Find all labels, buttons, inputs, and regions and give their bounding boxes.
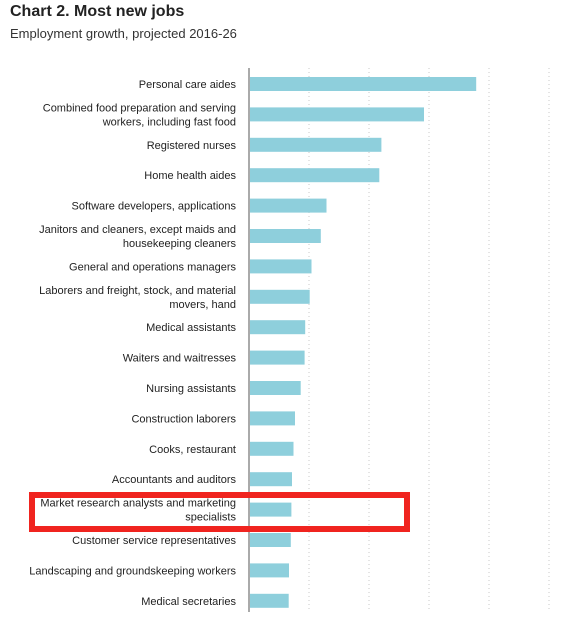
bar bbox=[250, 593, 289, 608]
chart-subtitle: Employment growth, projected 2016-26 bbox=[10, 26, 237, 41]
category-label: Personal care aides bbox=[139, 79, 237, 91]
category-label: Software developers, applications bbox=[72, 201, 237, 213]
category-label: Cooks, restaurant bbox=[149, 444, 236, 456]
category-label: Laborers and freight, stock, and materia… bbox=[39, 285, 236, 311]
bar bbox=[250, 289, 310, 304]
bar bbox=[250, 533, 291, 547]
bar bbox=[250, 77, 477, 91]
bar bbox=[250, 381, 301, 395]
bar bbox=[250, 320, 306, 335]
chart-title: Chart 2. Most new jobs bbox=[10, 3, 185, 20]
category-label: Medical assistants bbox=[146, 322, 236, 334]
category-label: Nursing assistants bbox=[146, 383, 236, 395]
bar bbox=[250, 229, 321, 243]
category-label: General and operations managers bbox=[69, 261, 236, 273]
highlight-box bbox=[29, 492, 410, 532]
bar bbox=[250, 563, 289, 578]
bar bbox=[250, 350, 305, 365]
bar bbox=[250, 107, 424, 122]
category-label: Medical secretaries bbox=[141, 596, 236, 608]
category-label: Combined food preparation and serving wor… bbox=[43, 102, 236, 128]
category-label: Market research analysts and marketing sp… bbox=[40, 498, 236, 524]
category-label: Janitors and cleaners, except maids and h… bbox=[39, 224, 236, 250]
bar bbox=[250, 168, 380, 183]
bar bbox=[250, 137, 382, 152]
category-label: Landscaping and groundskeeping workers bbox=[29, 565, 236, 577]
bar bbox=[250, 502, 292, 517]
category-label: Construction laborers bbox=[131, 413, 236, 425]
category-label: Home health aides bbox=[144, 170, 236, 182]
category-label: Registered nurses bbox=[147, 140, 237, 152]
bar bbox=[250, 198, 327, 213]
gridlines bbox=[308, 68, 550, 612]
bar bbox=[250, 441, 294, 456]
category-labels: Personal care aides Combined food prepara… bbox=[29, 79, 236, 608]
category-label: Accountants and auditors bbox=[112, 474, 237, 486]
bars bbox=[250, 77, 477, 608]
bar bbox=[250, 259, 312, 274]
category-label: Waiters and waitresses bbox=[123, 353, 237, 365]
bar bbox=[250, 411, 295, 426]
bar bbox=[250, 472, 292, 487]
category-label: Customer service representatives bbox=[72, 535, 236, 547]
